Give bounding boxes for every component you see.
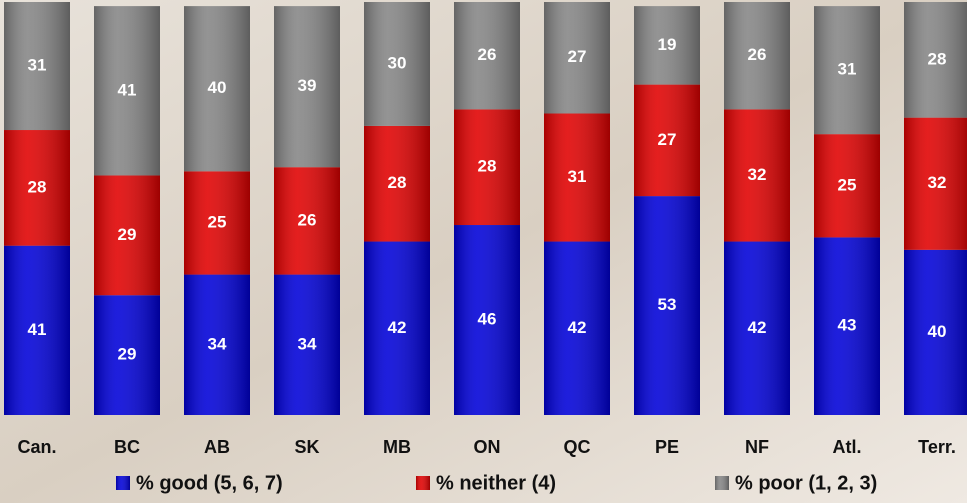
value-label: 30 [388, 53, 407, 72]
bar-shading [724, 241, 790, 415]
x-tick-label: AB [204, 437, 230, 457]
bar-shading [364, 125, 430, 242]
value-label: 28 [478, 157, 497, 176]
value-label: 34 [298, 334, 317, 353]
value-label: 27 [568, 47, 587, 66]
x-tick-label: NF [745, 437, 769, 457]
bar-shading [904, 117, 967, 250]
bar-shading [544, 241, 610, 415]
value-label: 53 [658, 295, 677, 314]
bar-shading [724, 109, 790, 242]
bar-shading [4, 2, 70, 131]
x-tick-label: Terr. [918, 437, 956, 457]
bar-shading [184, 6, 250, 172]
legend-label: % good (5, 6, 7) [136, 472, 283, 494]
value-label: 40 [928, 322, 947, 341]
bar-shading [814, 134, 880, 238]
value-label: 39 [298, 76, 317, 95]
bar-shading [274, 274, 340, 415]
x-tick-label: QC [564, 437, 591, 457]
bar-shading [904, 2, 967, 118]
value-label: 42 [748, 318, 767, 337]
value-label: 27 [658, 130, 677, 149]
legend-swatch-shade [416, 476, 430, 490]
bar-shading [184, 171, 250, 275]
bar-shading [904, 249, 967, 415]
legend-label: % poor (1, 2, 3) [735, 472, 877, 494]
x-tick-label: ON [474, 437, 501, 457]
value-label: 32 [748, 165, 767, 184]
value-label: 28 [388, 173, 407, 192]
value-label: 29 [118, 225, 137, 244]
bar-shading [94, 6, 160, 176]
bar-shading [454, 2, 520, 110]
legend-label: % neither (4) [436, 472, 556, 494]
value-label: 43 [838, 316, 857, 335]
bar-shading [184, 274, 250, 415]
value-label: 31 [28, 55, 47, 74]
bar-shading [814, 6, 880, 135]
value-label: 46 [478, 309, 497, 328]
value-label: 25 [208, 212, 227, 231]
bar-shading [454, 109, 520, 226]
value-label: 26 [748, 45, 767, 64]
value-label: 34 [208, 334, 227, 353]
bar-shading [634, 196, 700, 415]
value-label: 26 [298, 210, 317, 229]
bar-shading [544, 113, 610, 242]
x-tick-label: Atl. [833, 437, 862, 457]
value-label: 41 [118, 80, 137, 99]
x-tick-label: MB [383, 437, 411, 457]
value-label: 42 [568, 318, 587, 337]
value-label: 19 [658, 35, 677, 54]
bar-shading [814, 237, 880, 415]
bar-shading [364, 241, 430, 415]
bar-shading [94, 175, 160, 296]
bar-shading [4, 245, 70, 415]
bar-shading [544, 2, 610, 114]
bar-shading [94, 295, 160, 415]
bar-shading [274, 6, 340, 168]
x-tick-label: BC [114, 437, 140, 457]
legend-swatch-shade [116, 476, 130, 490]
bar-shading [4, 130, 70, 246]
value-label: 28 [928, 49, 947, 68]
bar-shading [364, 2, 430, 126]
value-label: 40 [208, 78, 227, 97]
value-label: 32 [928, 173, 947, 192]
x-tick-label: SK [294, 437, 319, 457]
value-label: 29 [118, 345, 137, 364]
value-label: 28 [28, 177, 47, 196]
value-label: 26 [478, 45, 497, 64]
bar-shading [724, 2, 790, 110]
bar-shading [634, 6, 700, 85]
x-tick-label: PE [655, 437, 679, 457]
value-label: 31 [568, 167, 587, 186]
legend-swatch-shade [715, 476, 729, 490]
value-label: 42 [388, 318, 407, 337]
value-label: 25 [838, 175, 857, 194]
bar-shading [634, 84, 700, 197]
bar-shading [274, 167, 340, 275]
value-label: 41 [28, 320, 47, 339]
x-tick-label: Can. [17, 437, 56, 457]
bar-shading [454, 225, 520, 415]
value-label: 31 [838, 60, 857, 79]
